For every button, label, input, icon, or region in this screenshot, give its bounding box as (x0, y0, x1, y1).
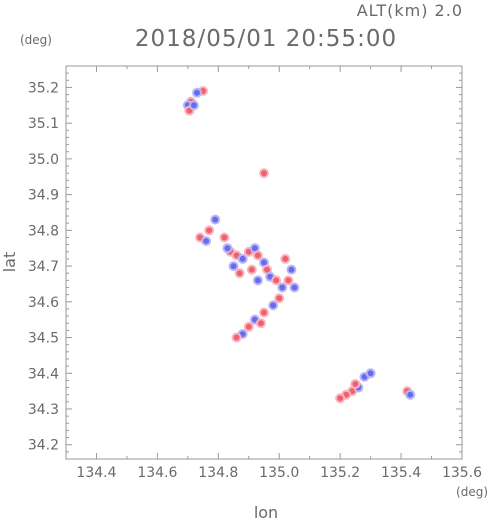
data-point (273, 277, 280, 284)
data-point (282, 255, 289, 262)
data-point (239, 330, 246, 337)
data-point (264, 266, 271, 273)
y-tick-label: 34.4 (28, 366, 59, 382)
data-point (254, 252, 261, 259)
x-tick-labels: 134.4 134.6 134.8 135.0 135.2 135.4 135.6 (76, 465, 482, 481)
data-point (349, 388, 356, 395)
data-point (291, 284, 298, 291)
x-tick-label: 135.0 (259, 465, 299, 481)
data-point (254, 277, 261, 284)
y-axis-ticks (66, 65, 462, 460)
data-point (270, 302, 277, 309)
y-unit-label: (deg) (20, 33, 52, 47)
y-tick-label: 34.2 (28, 438, 59, 454)
data-point (197, 234, 204, 241)
y-tick-labels: 34.2 34.3 34.4 34.5 34.6 34.7 34.8 34.9 35.0 35.1… (28, 80, 59, 453)
data-point (367, 370, 374, 377)
x-tick-label: 134.6 (137, 465, 177, 481)
data-point (352, 380, 359, 387)
data-point (288, 266, 295, 273)
data-point (251, 316, 258, 323)
data-point (245, 248, 252, 255)
y-tick-label: 34.6 (28, 295, 59, 311)
x-axis-ticks (65, 66, 463, 459)
y-tick-label: 35.0 (28, 152, 59, 168)
data-point (261, 170, 267, 177)
y-tick-label: 34.7 (28, 259, 59, 275)
data-point (248, 266, 255, 273)
top-annotations: ALT(km) 2.0 2018/05/01 20:55:00 (deg) (20, 1, 463, 52)
data-point (190, 102, 197, 109)
data-point (251, 245, 258, 252)
data-point (267, 273, 274, 280)
data-point (221, 234, 228, 241)
data-point (233, 334, 240, 341)
data-point (285, 277, 292, 284)
data-point (337, 395, 344, 402)
y-tick-label: 34.8 (28, 223, 59, 239)
x-unit-label: (deg) (456, 485, 488, 499)
data-point (279, 284, 286, 291)
data-point (233, 252, 240, 259)
data-point (193, 89, 200, 96)
data-point (245, 323, 252, 330)
data-point (276, 295, 283, 302)
data-point (236, 270, 243, 277)
x-tick-label: 135.4 (381, 465, 421, 481)
data-point (343, 391, 350, 398)
y-tick-label: 34.3 (28, 402, 59, 418)
chart-title: 2018/05/01 20:55:00 (135, 26, 397, 52)
data-point (212, 216, 219, 223)
x-tick-label: 134.8 (198, 465, 238, 481)
data-point (224, 245, 231, 252)
altitude-label: ALT(km) 2.0 (357, 1, 463, 20)
data-point (257, 320, 264, 327)
x-tick-label: 135.2 (320, 465, 360, 481)
y-tick-label: 34.9 (28, 188, 59, 204)
y-axis-label: lat (0, 252, 19, 273)
data-point (261, 259, 267, 266)
plot-frame (65, 65, 463, 460)
data-point (230, 263, 237, 270)
x-tick-label: 134.4 (76, 465, 116, 481)
y-tick-label: 35.1 (28, 116, 59, 132)
data-points (182, 86, 416, 404)
data-point (239, 255, 246, 262)
x-axis-label: lon (254, 503, 278, 521)
data-point (407, 391, 414, 398)
data-point (361, 373, 368, 380)
y-tick-label: 34.5 (28, 331, 59, 347)
y-tick-label: 35.2 (28, 80, 59, 96)
data-point (206, 227, 213, 234)
data-point (261, 309, 267, 316)
data-point (203, 238, 210, 245)
x-tick-label: 135.6 (442, 465, 482, 481)
